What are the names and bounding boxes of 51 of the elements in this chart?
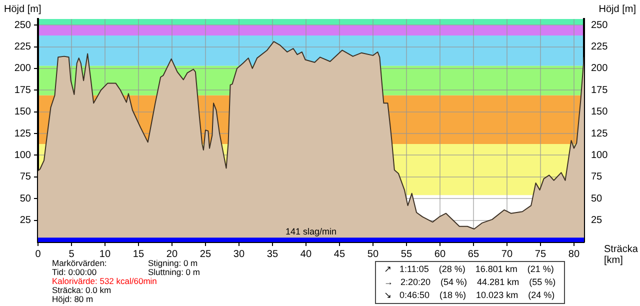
x-tick-label: 50: [367, 248, 379, 260]
y2-tick-label: 50: [591, 193, 603, 204]
text: Stigning: 0 m: [148, 258, 199, 268]
x-tick-label: 55: [400, 248, 412, 260]
y2-tick-label: 150: [591, 106, 608, 118]
text: → 2:20:20 (54 %) 44.281 km (55 %): [384, 276, 556, 289]
y-tick-label: 100: [14, 150, 32, 161]
text: Markörvärden:: [52, 258, 107, 268]
x-tick-label: 45: [334, 248, 346, 260]
text: Tid: 0:00:00: [52, 267, 97, 277]
x-tick-label: 60: [434, 248, 446, 260]
y-tick-label: 25: [20, 215, 32, 226]
band-label: 141 slag/min: [285, 226, 337, 237]
x-tick-label: 70: [501, 248, 513, 260]
y-axis-title: Höjd [m]: [4, 4, 42, 15]
y2-tick-label: 75: [591, 172, 603, 183]
y-tick-label: 125: [14, 128, 32, 140]
y2-tick-label: 125: [591, 128, 608, 140]
y-tick-label: 175: [14, 84, 32, 96]
x-tick-label: 15: [132, 248, 144, 260]
y-tick-label: 225: [14, 42, 32, 53]
x-axis-title: Sträcka [km]: [604, 244, 638, 266]
y-tick-label: 150: [14, 106, 32, 118]
x-tick-label: 40: [300, 248, 312, 260]
text: ↗ 1:11:05 (28 %) 16.801 km (21 %): [384, 263, 555, 276]
y2-tick-label: 250: [591, 20, 608, 31]
y2-tick-label: 225: [591, 42, 608, 53]
x-tick-label: 0: [35, 248, 42, 260]
x-tick-label: 5: [68, 248, 75, 260]
x-tick-label: 75: [534, 248, 546, 260]
x-tick-label: 35: [266, 248, 278, 260]
text: Sträcka: 0.0 km: [52, 285, 112, 295]
y2-tick-label: 100: [591, 150, 608, 161]
x-tick-label: 20: [166, 248, 178, 260]
y2-tick-label: 175: [591, 84, 608, 96]
y-tick-label: 200: [14, 63, 32, 74]
y2-axis-title: Höjd [m]: [598, 4, 636, 15]
text: Kalorivärde: 532 kcal/60min: [52, 276, 157, 286]
text: Höjd: 80 m: [52, 294, 94, 304]
y2-tick-label: 200: [591, 63, 608, 74]
y-tick-label: 250: [14, 20, 32, 31]
x-tick-label: 65: [468, 248, 480, 260]
y2-tick-label: 25: [591, 215, 603, 226]
x-tick-label: 80: [568, 248, 580, 260]
x-tick-label: 25: [200, 248, 212, 260]
text: ↘ 0:46:50 (18 %) 10.023 km (24 %): [384, 289, 556, 302]
y-tick-label: 50: [20, 193, 32, 204]
x-tick-label: 30: [233, 248, 245, 260]
y-tick-label: 75: [20, 172, 32, 183]
x-tick-label: 10: [99, 248, 111, 260]
text: Sluttning: 0 m: [148, 267, 200, 277]
